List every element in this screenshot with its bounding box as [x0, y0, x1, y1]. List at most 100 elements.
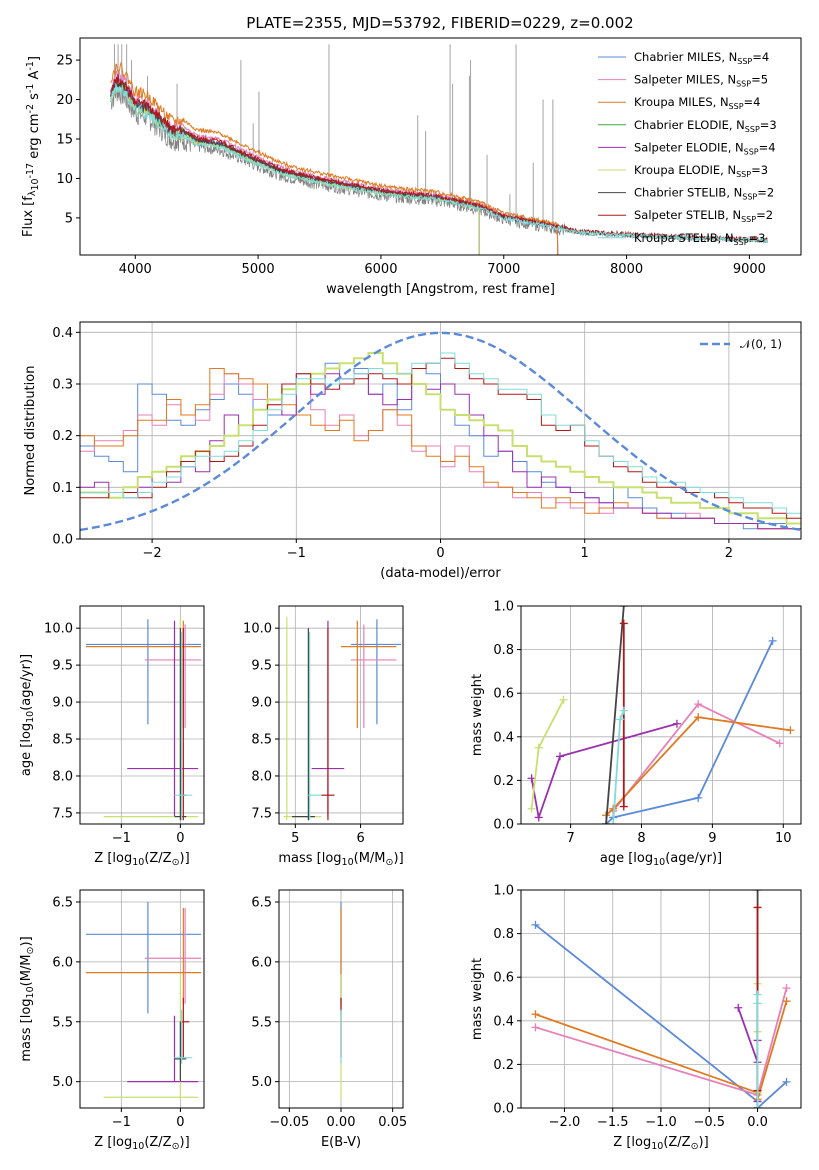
weight-marker	[527, 804, 536, 813]
plot-area-mass-vs-Z	[85, 901, 202, 1100]
weight-marker	[559, 695, 568, 704]
weight-marker	[619, 706, 628, 715]
y-tick-label: 0.2	[52, 429, 73, 444]
weight-marker	[531, 1010, 540, 1019]
y-axis-label: Flux [fλ10-17 erg cm-2 s-1 A-1]	[21, 56, 42, 237]
ticks-age-vs-Z: −1 0 7.5 8.0 8.5 9.0 9.5 10.0	[44, 622, 184, 846]
plot-area-age-vs-Z	[85, 617, 202, 821]
ticks-mass-vs-Z: −1 0 5.0 5.5 6.0 6.5	[52, 895, 184, 1130]
errorbar-kroupa-stelib	[174, 1009, 193, 1064]
weight-marker	[768, 636, 777, 645]
y-tick-label: 10	[56, 172, 73, 187]
ticks-spectrum: 4000 5000 6000 7000 8000 9000 5 10 15 20 25	[56, 54, 766, 277]
weight-marker	[782, 1077, 791, 1086]
x-tick-label: 2	[725, 546, 733, 561]
y-tick-label: 0.6	[493, 687, 514, 702]
plot-area-age-vs-mass	[283, 617, 402, 821]
legend-entry: Salpeter MILES, NSSP=5	[634, 73, 768, 89]
weight-marker	[602, 820, 611, 824]
y-tick-label: 10.0	[243, 622, 272, 637]
x-tick-label: 8000	[610, 262, 643, 277]
x-tick-label: −1	[287, 546, 306, 561]
weight-marker	[619, 802, 628, 811]
grid-weight-vs-age	[521, 605, 801, 825]
errorbar-salpeter-miles	[144, 907, 202, 1004]
y-tick-label: 0.4	[52, 326, 73, 341]
spectrum-legend: Chabrier MILES, NSSP=4 Salpeter MILES, NS…	[598, 50, 777, 247]
y-tick-label: 25	[56, 54, 73, 69]
weight-marker	[694, 700, 703, 709]
residuals-legend: 𝒩(0, 1)	[700, 337, 782, 351]
weight-line-chabrier-miles	[605, 640, 774, 824]
ticks-residuals: −2 −1 0 1 2 0.0 0.1 0.2 0.3 0.4	[52, 326, 733, 561]
y-tick-label: 10.0	[44, 622, 73, 637]
model-spectrum-chabrier-miles	[110, 74, 559, 255]
weight-marker	[782, 984, 791, 993]
x-tick-label: −1	[112, 831, 131, 846]
y-tick-label: 5	[65, 211, 73, 226]
weight-marker	[753, 890, 762, 894]
y-tick-label: 6.5	[52, 895, 73, 910]
x-tick-label: 0	[436, 546, 444, 561]
axes-frame-age-vs-Z	[79, 605, 205, 825]
y-tick-label: 7.5	[251, 806, 272, 821]
y-tick-label: 9.0	[251, 696, 272, 711]
x-axis-label: E(B-V)	[321, 1135, 361, 1150]
y-tick-label: 0.6	[493, 971, 514, 986]
y-axis-label: Normed distribution	[23, 366, 38, 496]
legend-entry: Salpeter STELIB, NSSP=2	[634, 208, 773, 224]
y-tick-label: 1.0	[493, 600, 514, 615]
y-tick-label: 0.4	[493, 1014, 514, 1029]
y-axis-label: mass [log10(M/M⊙)]	[19, 936, 36, 1061]
axes-frame-weight-vs-Z	[520, 889, 802, 1109]
weight-line-salpeter-elodie	[530, 722, 678, 822]
x-tick-label: 6000	[364, 262, 397, 277]
y-tick-label: 5.5	[52, 1015, 73, 1030]
model-spectrum-chabrier-elodie	[110, 80, 480, 255]
plot-area-spectrum	[110, 44, 768, 255]
weight-marker	[672, 719, 681, 728]
weight-marker	[534, 743, 543, 752]
ticks-mass-vs-ebv: −0.05 0.00 0.05 5.0 5.5 6.0 6.5	[251, 895, 407, 1130]
errorbar-kroupa-stelib	[308, 631, 322, 821]
errorbar-kroupa-miles	[85, 907, 202, 1004]
weight-marker	[555, 752, 564, 761]
errorbar-chabrier-stelib	[174, 1021, 187, 1082]
x-axis-label: Z [log10(Z/Z⊙)]	[94, 1135, 189, 1152]
weight-marker	[786, 726, 795, 735]
x-tick-label: −2.0	[549, 1115, 581, 1130]
y-tick-label: 0.2	[493, 774, 514, 789]
x-tick-label: −1.5	[597, 1115, 629, 1130]
y-tick-label: 0.2	[493, 1058, 514, 1073]
errorbar-kroupa-miles	[341, 620, 397, 728]
weight-marker	[782, 997, 791, 1006]
errorbar-salpeter-stelib	[321, 628, 335, 821]
axes-frame-mass-vs-ebv	[278, 889, 404, 1109]
weight-marker	[734, 1003, 743, 1012]
weight-marker	[753, 1104, 762, 1108]
x-axis-label: mass [log10(M/M⊙)]	[278, 851, 403, 868]
hist-salpeter-elodie	[80, 373, 801, 530]
plot-area-weight-vs-age	[527, 606, 795, 824]
axes-frame-weight-vs-age	[520, 605, 802, 825]
x-tick-label: −0.05	[269, 1115, 309, 1130]
x-axis-label: Z [log10(Z/Z⊙)]	[94, 851, 189, 868]
y-tick-label: 8.5	[52, 733, 73, 748]
plot-area-residuals	[80, 331, 801, 532]
y-tick-label: 7.5	[52, 806, 73, 821]
y-tick-label: 5.0	[251, 1075, 272, 1090]
legend-entry: Chabrier MILES, NSSP=4	[634, 50, 769, 66]
x-tick-label: 1	[581, 546, 589, 561]
weight-marker	[775, 739, 784, 748]
weight-marker	[609, 820, 618, 824]
y-tick-label: 8.5	[251, 733, 272, 748]
errorbar-salpeter-elodie	[127, 1015, 199, 1083]
y-tick-label: 5.5	[251, 1015, 272, 1030]
errorbar-salpeter-miles	[144, 624, 202, 728]
y-tick-label: 9.0	[52, 696, 73, 711]
errorbar-chabrier-stelib	[292, 628, 315, 821]
legend-entry: 𝒩(0, 1)	[740, 337, 782, 351]
model-spectrum-salpeter-miles	[110, 70, 559, 255]
y-tick-label: 0.8	[493, 643, 514, 658]
